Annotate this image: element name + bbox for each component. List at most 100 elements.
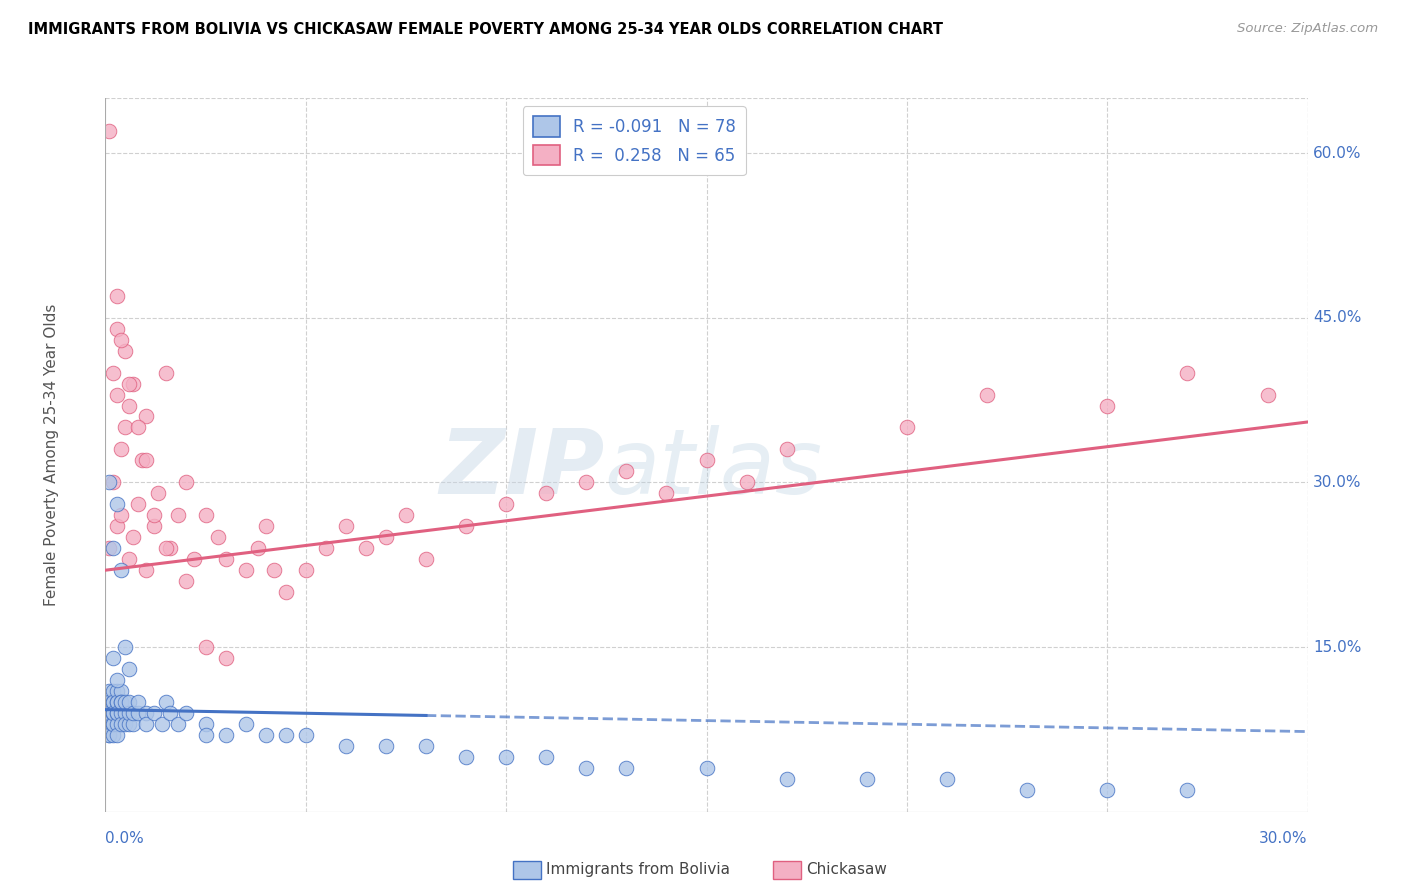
Point	[254, 728, 277, 742]
Point	[159, 706, 181, 720]
Point	[295, 563, 318, 577]
Point	[776, 442, 799, 457]
Point	[107, 684, 129, 698]
Point	[127, 706, 149, 720]
Point	[103, 366, 125, 380]
Point	[207, 530, 229, 544]
Text: 30.0%: 30.0%	[1260, 831, 1308, 847]
Point	[1097, 782, 1119, 797]
Point	[98, 684, 121, 698]
Point	[274, 585, 297, 599]
Point	[415, 739, 437, 753]
Point	[122, 530, 145, 544]
Point	[110, 563, 132, 577]
Point	[194, 717, 217, 731]
Point	[135, 453, 157, 467]
Point	[534, 486, 557, 500]
Point	[98, 706, 121, 720]
Point	[114, 706, 136, 720]
Point	[103, 695, 125, 709]
Point	[495, 749, 517, 764]
Point	[107, 717, 129, 731]
Point	[107, 321, 129, 335]
Point	[616, 761, 638, 775]
Point	[174, 706, 197, 720]
Point	[696, 453, 718, 467]
Point	[135, 563, 157, 577]
Point	[110, 706, 132, 720]
Point	[274, 728, 297, 742]
Point	[107, 673, 129, 687]
Text: ZIP: ZIP	[439, 425, 605, 513]
Point	[103, 695, 125, 709]
Text: IMMIGRANTS FROM BOLIVIA VS CHICKASAW FEMALE POVERTY AMONG 25-34 YEAR OLDS CORREL: IMMIGRANTS FROM BOLIVIA VS CHICKASAW FEM…	[28, 22, 943, 37]
Point	[454, 519, 477, 533]
Point	[194, 728, 217, 742]
Point	[103, 541, 125, 556]
Point	[103, 728, 125, 742]
Point	[335, 519, 357, 533]
Point	[315, 541, 337, 556]
Point	[107, 695, 129, 709]
Point	[976, 387, 998, 401]
Point	[118, 695, 141, 709]
Point	[534, 749, 557, 764]
Point	[616, 464, 638, 478]
Point	[107, 728, 129, 742]
Point	[98, 706, 121, 720]
Point	[98, 717, 121, 731]
Point	[146, 486, 169, 500]
Point	[122, 717, 145, 731]
Point	[896, 420, 918, 434]
Point	[150, 717, 173, 731]
Point	[495, 497, 517, 511]
Text: Chickasaw: Chickasaw	[806, 863, 887, 877]
Point	[354, 541, 377, 556]
Point	[214, 552, 236, 566]
Point	[103, 651, 125, 665]
Text: 45.0%: 45.0%	[1313, 310, 1361, 326]
Point	[335, 739, 357, 753]
Point	[776, 772, 799, 786]
Point	[174, 475, 197, 490]
Point	[155, 695, 177, 709]
Point	[107, 519, 129, 533]
Point	[122, 376, 145, 391]
Text: atlas: atlas	[605, 425, 823, 513]
Point	[155, 366, 177, 380]
Point	[415, 552, 437, 566]
Point	[142, 508, 165, 523]
Point	[194, 640, 217, 654]
Point	[155, 541, 177, 556]
Point	[142, 706, 165, 720]
Point	[1177, 366, 1199, 380]
Point	[735, 475, 758, 490]
Text: Female Poverty Among 25-34 Year Olds: Female Poverty Among 25-34 Year Olds	[44, 304, 59, 606]
Point	[103, 706, 125, 720]
Point	[131, 453, 153, 467]
Point	[1097, 399, 1119, 413]
Point	[166, 508, 188, 523]
Point	[655, 486, 678, 500]
Point	[114, 640, 136, 654]
Point	[110, 695, 132, 709]
Point	[114, 343, 136, 358]
Text: 15.0%: 15.0%	[1313, 640, 1361, 655]
Point	[127, 497, 149, 511]
Point	[374, 739, 398, 753]
Point	[98, 541, 121, 556]
Point	[235, 563, 257, 577]
Point	[118, 706, 141, 720]
Point	[98, 695, 121, 709]
Point	[194, 508, 217, 523]
Point	[118, 399, 141, 413]
Point	[454, 749, 477, 764]
Point	[118, 717, 141, 731]
Point	[103, 706, 125, 720]
Point	[98, 475, 121, 490]
Point	[107, 695, 129, 709]
Point	[575, 761, 598, 775]
Point	[1017, 782, 1039, 797]
Point	[110, 508, 132, 523]
Point	[122, 706, 145, 720]
